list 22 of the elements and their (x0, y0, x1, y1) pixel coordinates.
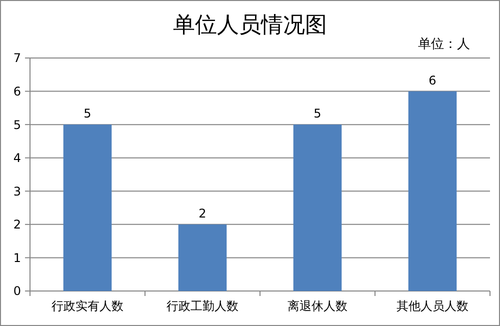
text: 单位：人 (418, 37, 470, 52)
y-tick-label: 3 (13, 184, 21, 198)
y-tick-label: 0 (13, 284, 21, 298)
y-tick-label: 5 (13, 118, 21, 132)
bar (63, 124, 112, 291)
x-tick-label: 行政工勤人数 (166, 299, 238, 313)
y-tick-label: 7 (13, 51, 21, 66)
y-tick-label: 6 (13, 84, 21, 98)
x-tick-label: 其他人员人数 (396, 299, 468, 313)
bar (293, 124, 342, 291)
bar (408, 91, 457, 291)
data-label: 5 (314, 106, 322, 121)
y-tick-label: 2 (13, 218, 21, 232)
x-tick-label: 离退休人数 (288, 299, 348, 313)
x-tick-label: 行政实有人数 (52, 299, 124, 313)
data-label: 6 (428, 73, 436, 88)
data-label: 5 (84, 106, 92, 121)
y-tick-label: 4 (13, 151, 21, 166)
y-tick-label: 1 (13, 250, 21, 265)
bar (178, 224, 227, 291)
data-label: 2 (198, 206, 206, 220)
chart-title: 单位人员情况图 (173, 13, 327, 38)
